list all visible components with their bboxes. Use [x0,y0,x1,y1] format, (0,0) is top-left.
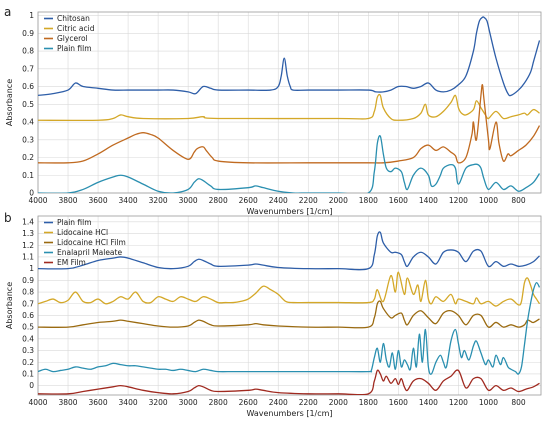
y-tick-label: 0.2 [22,153,34,162]
x-tick-label: 1200 [449,196,468,205]
y-tick-label: 0 [29,189,34,198]
y-tick-label: 0.8 [22,288,34,297]
y-tick-label: 1.3 [22,229,34,238]
series-line-em-film [38,369,540,395]
x-tick-label: 2600 [239,196,258,205]
legend-label: Glycerol [57,34,88,43]
x-tick-label: 2000 [329,196,348,205]
x-tick-label: 1400 [419,398,438,407]
x-tick-label: 3400 [119,398,138,407]
x-tick-label: 3800 [58,196,77,205]
x-tick-label: 1600 [389,398,408,407]
x-tick-label: 3000 [179,196,198,205]
x-tick-label: 1000 [479,398,498,407]
series-line-chitosan [38,16,541,97]
legend-label: EM Film [57,258,86,267]
x-tick-label: 1200 [449,398,468,407]
series-line-lidocaine-hcl [38,271,541,307]
y-tick-label: 0.8 [22,47,34,56]
legend-label: Plain film [57,44,92,53]
x-tick-label: 3400 [119,196,138,205]
panel-a: a 0 0.1 0.2 0.3 0.4 0.5 0.6 0.7 0.8 0.9 1 4000 3800 36… [4,5,542,216]
y-tick-label: 0.1 [22,370,34,379]
legend-label: Plain film [57,218,92,227]
panel-label: b [4,211,12,225]
x-tick-label: 3000 [179,398,198,407]
y-tick-label: 1.2 [22,241,34,250]
x-tick-label: 2600 [239,398,258,407]
y-tick-label: 0.2 [22,358,34,367]
plot-frame [37,215,542,396]
x-tick-label: 3600 [89,398,108,407]
panel-label: a [4,5,11,19]
x-tick-label: 1400 [419,196,438,205]
x-tick-label: 800 [511,398,526,407]
x-tick-label: 3600 [89,196,108,205]
x-tick-label: 2400 [269,196,288,205]
y-axis-label: Absorbance [5,79,14,126]
y-tick-label: 0.4 [22,118,34,127]
x-tick-label: 2000 [329,398,348,407]
y-tick-label: 0.7 [22,64,34,73]
x-tick-label: 3200 [149,196,168,205]
x-tick-label: 1000 [479,196,498,205]
y-tick-label: 0.3 [22,135,34,144]
series-line-enalapril-maleate [38,282,541,375]
x-axis-label: Wavenumbers [1/cm] [246,409,332,418]
y-tick-label: 0.7 [22,299,34,308]
y-tick-label: 0.1 [22,171,34,180]
series-line-glycerol [38,84,541,164]
legend-label: Lidocaine HCl [57,228,108,237]
y-tick-label: 1.4 [22,217,34,226]
y-axis-label: Absorbance [5,282,14,329]
y-tick-label: 0.5 [22,323,34,332]
y-tick-label: 0 [29,381,34,390]
x-tick-label: 3200 [149,398,168,407]
x-tick-label: 2200 [299,398,318,407]
x-tick-label: 2200 [299,196,318,205]
x-tick-label: 2400 [269,398,288,407]
y-tick-label: 1 [29,11,34,20]
y-tick-label: 1.1 [22,253,34,262]
y-tick-label: 1 [29,264,34,273]
x-tick-label: 1600 [389,196,408,205]
x-tick-label: 1800 [359,196,378,205]
legend-label: Chitosan [57,14,90,23]
x-tick-label: 4000 [28,196,47,205]
series-line-citric-acid [38,93,540,122]
x-tick-label: 800 [511,196,526,205]
y-tick-label: 0.4 [22,334,34,343]
series-line-lidocaine-hcl-film [38,300,540,329]
panel-b: b 0 0.1 0.2 0.3 0.4 0.5 0.6 0.7 0.8 0.9 1 1.1 1.2 1.3 1… [4,211,542,418]
legend-label: Lidocaine HCl Film [57,238,126,247]
legend-label: Citric acid [57,24,95,33]
y-tick-label: 0.6 [22,82,34,91]
y-tick-label: 0.9 [22,29,34,38]
x-tick-label: 4000 [28,398,47,407]
x-tick-label: 1800 [359,398,378,407]
x-tick-label: 2800 [209,196,228,205]
y-tick-label: 0.3 [22,346,34,355]
y-tick-label: 0.5 [22,100,34,109]
x-axis-label: Wavenumbers [1/cm] [246,207,332,216]
y-tick-label: 0.9 [22,276,34,285]
legend-label: Enalapril Maleate [57,248,122,257]
x-tick-label: 2800 [209,398,228,407]
plot-frame [37,11,542,194]
x-tick-label: 3800 [58,398,77,407]
y-tick-label: 0.6 [22,311,34,320]
series-line-plain-film [38,135,541,193]
series-line-plain-film [38,231,540,271]
